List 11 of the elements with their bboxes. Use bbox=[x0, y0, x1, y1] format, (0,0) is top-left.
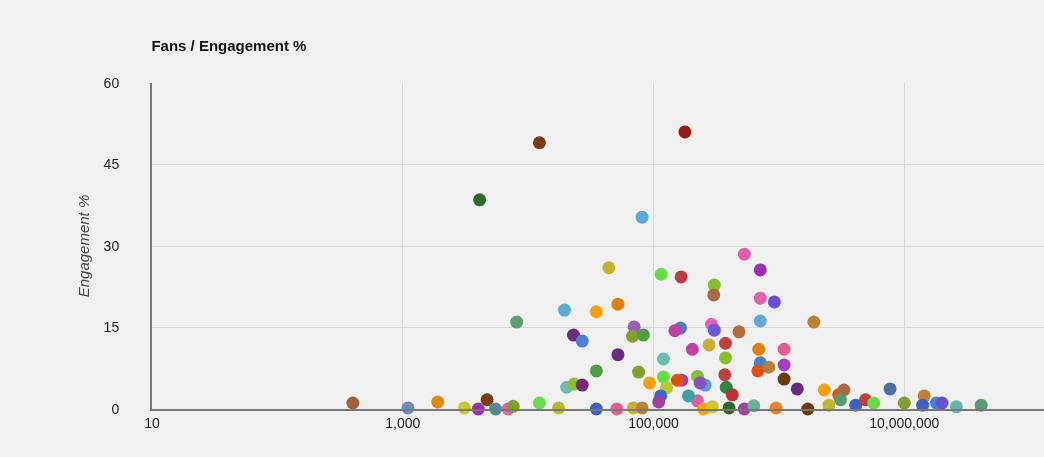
x-tick-label: 100,000 bbox=[628, 414, 680, 431]
x-tick-label: 10,000,000 bbox=[869, 414, 940, 431]
y-tick-label: 60 bbox=[103, 74, 120, 91]
chart-title: Fans / Engagement % bbox=[151, 36, 307, 54]
x-tick-label: 1,000 bbox=[385, 414, 421, 431]
y-axis-title: Engagement % bbox=[75, 194, 93, 298]
y-tick-label: 15 bbox=[103, 319, 120, 336]
y-tick-label: 30 bbox=[103, 237, 120, 254]
x-tick-label: 10 bbox=[144, 414, 160, 431]
y-tick-label: 0 bbox=[111, 400, 120, 417]
y-tick-label: 45 bbox=[103, 156, 120, 173]
